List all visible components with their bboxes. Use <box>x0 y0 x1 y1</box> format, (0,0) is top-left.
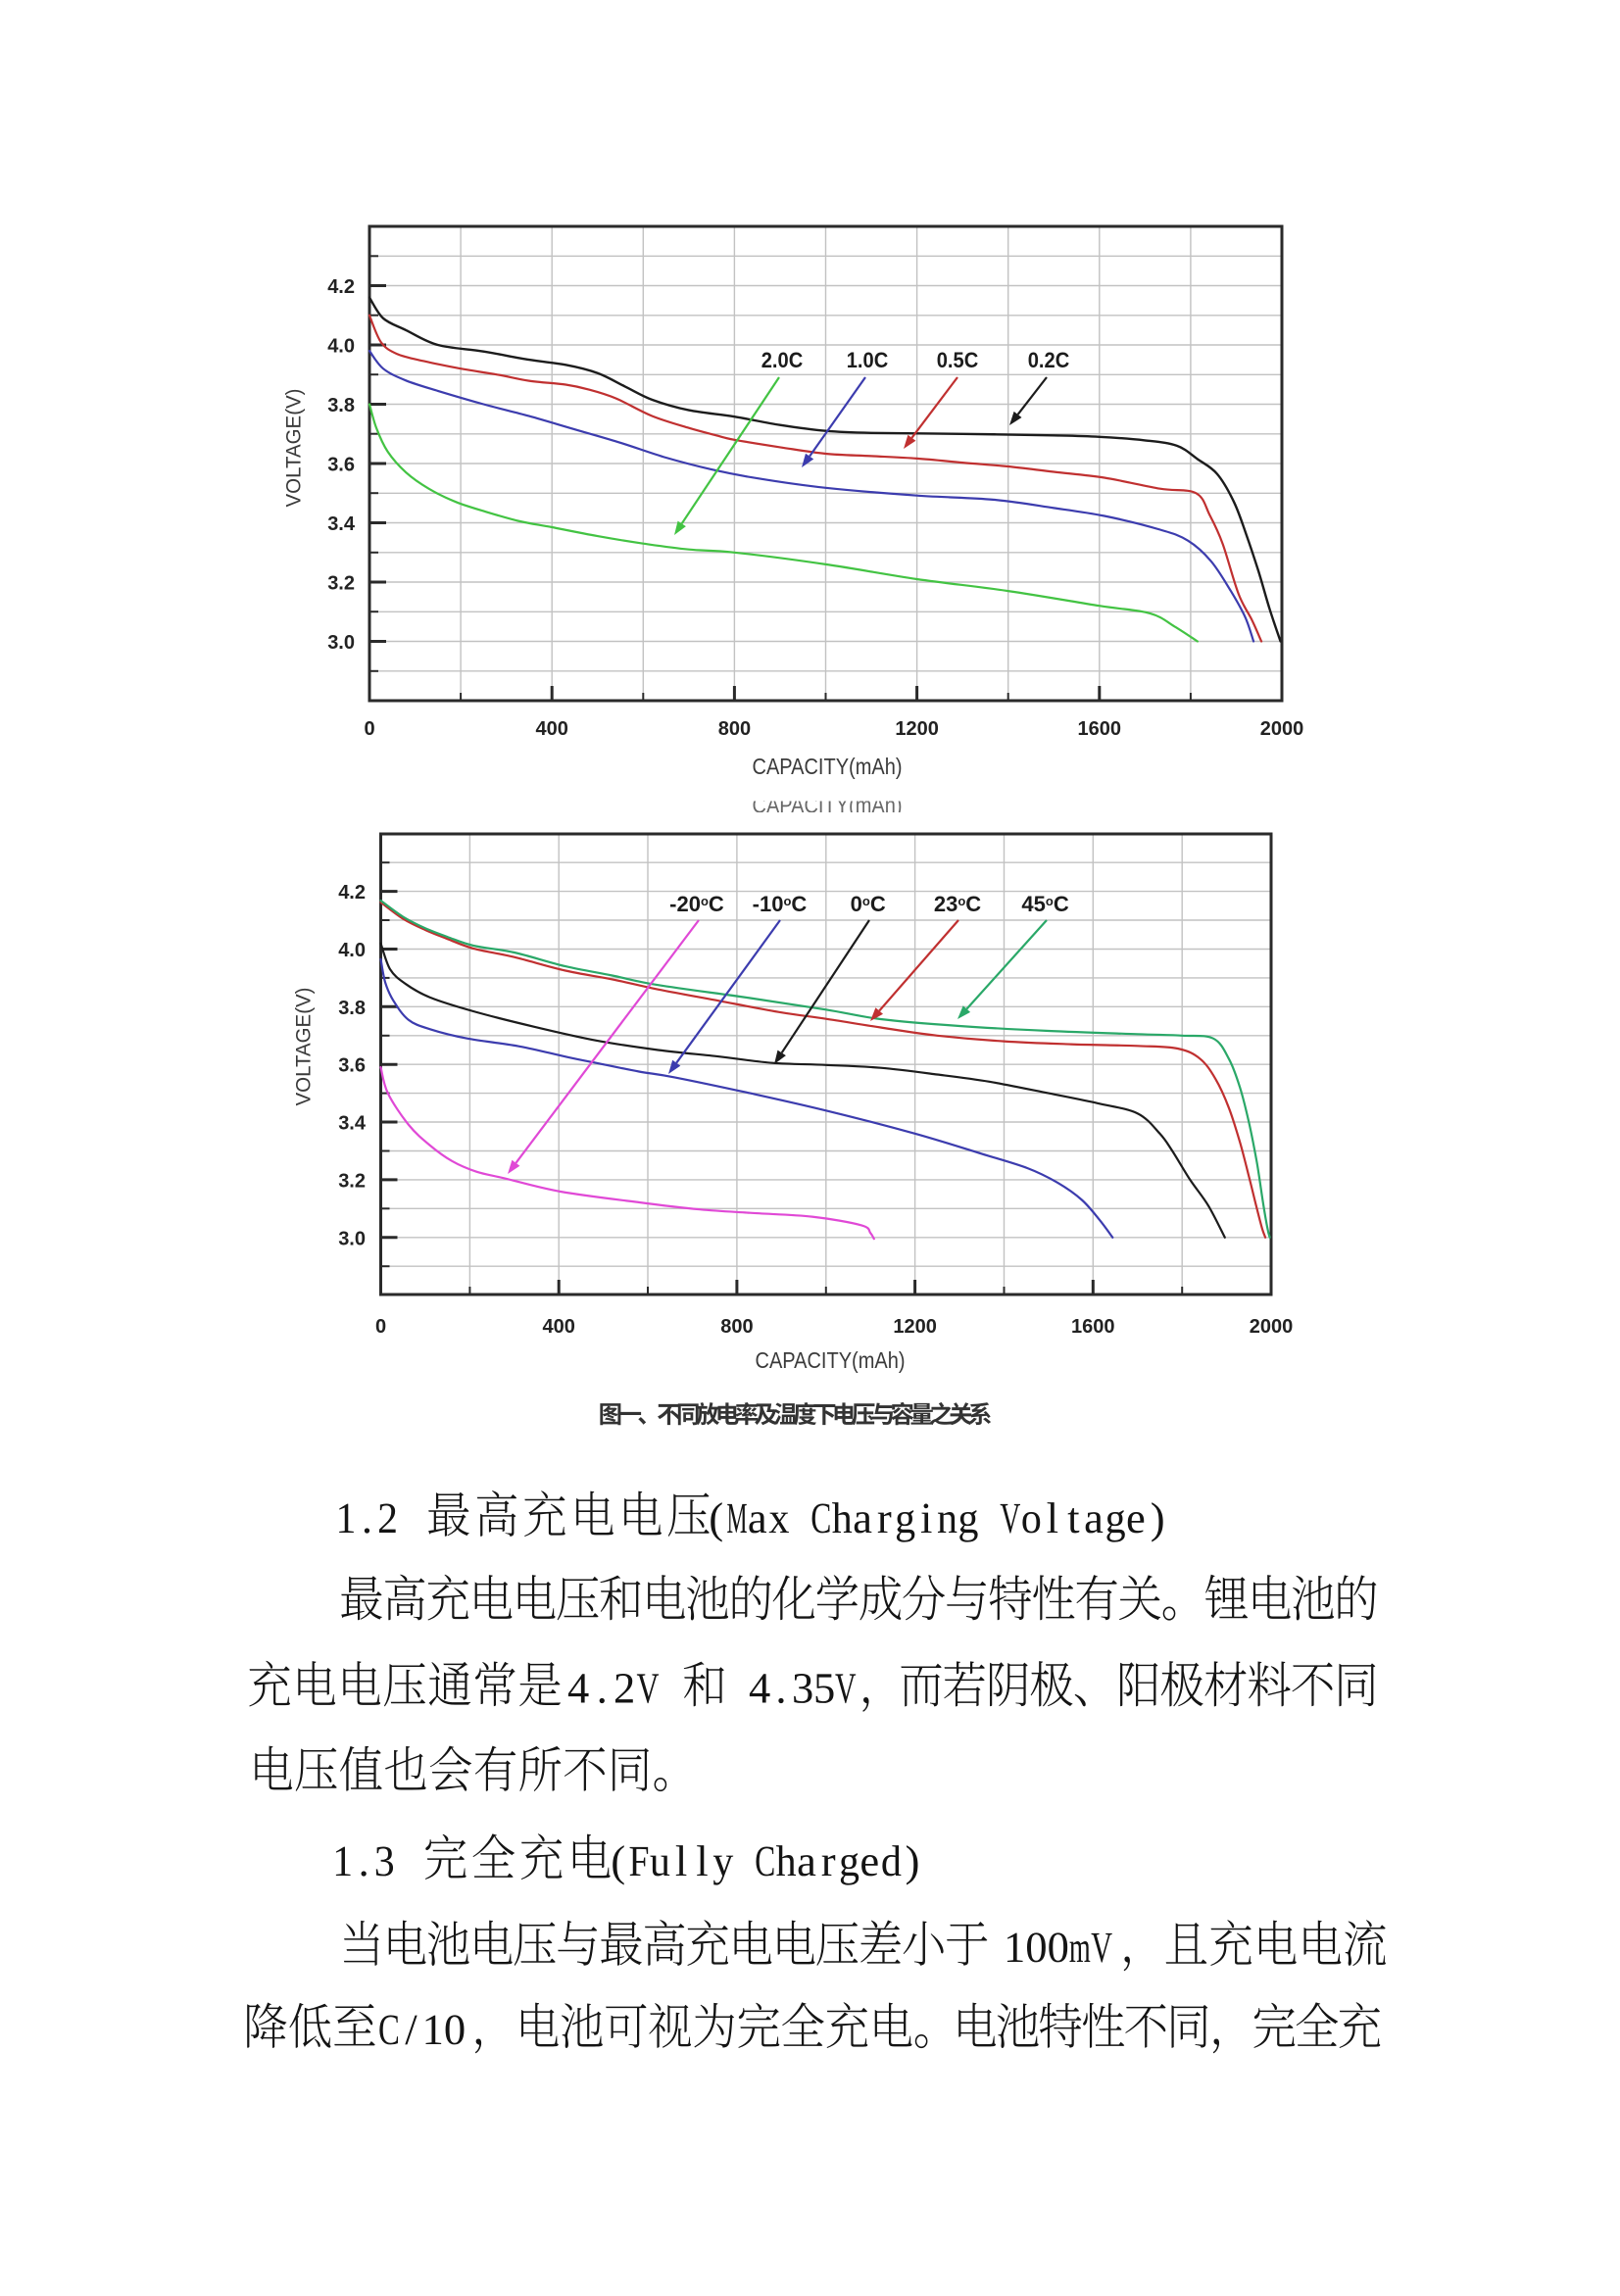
svg-text:CAPACITY(mAh): CAPACITY(mAh) <box>753 793 903 818</box>
svg-text:3.8: 3.8 <box>338 998 366 1019</box>
svg-text:CAPACITY(mAh): CAPACITY(mAh) <box>756 1347 906 1373</box>
svg-text:3.4: 3.4 <box>338 1113 367 1135</box>
svg-text:4.2: 4.2 <box>338 882 366 904</box>
svg-text:CAPACITY(mAh): CAPACITY(mAh) <box>753 754 903 779</box>
svg-text:-20oC: -20oC <box>669 892 724 916</box>
svg-text:VOLTAGE(V): VOLTAGE(V) <box>283 389 306 508</box>
svg-text:0oC: 0oC <box>851 892 886 916</box>
svg-text:1600: 1600 <box>1078 718 1122 740</box>
svg-text:45oC: 45oC <box>1021 892 1068 916</box>
svg-text:4.0: 4.0 <box>338 940 366 961</box>
svg-text:-10oC: -10oC <box>753 892 808 916</box>
svg-text:1600: 1600 <box>1071 1316 1115 1338</box>
svg-text:400: 400 <box>536 718 568 740</box>
svg-text:0.2C: 0.2C <box>1028 348 1070 372</box>
svg-text:3.8: 3.8 <box>327 395 355 416</box>
svg-text:2000: 2000 <box>1250 1316 1294 1338</box>
svg-text:2000: 2000 <box>1260 718 1304 740</box>
svg-text:800: 800 <box>720 1316 753 1338</box>
svg-text:3.6: 3.6 <box>327 455 355 476</box>
svg-text:23oC: 23oC <box>934 892 981 916</box>
svg-text:0: 0 <box>364 718 374 740</box>
svg-text:0: 0 <box>375 1316 386 1338</box>
svg-text:3.2: 3.2 <box>338 1170 366 1192</box>
svg-text:VOLTAGE(V): VOLTAGE(V) <box>293 988 316 1106</box>
svg-text:1200: 1200 <box>895 718 939 740</box>
svg-text:4.0: 4.0 <box>327 336 355 358</box>
svg-text:3.6: 3.6 <box>338 1055 366 1077</box>
svg-text:1.0C: 1.0C <box>847 348 889 372</box>
svg-text:3.0: 3.0 <box>338 1228 366 1249</box>
svg-text:3.0: 3.0 <box>327 632 355 654</box>
svg-text:3.4: 3.4 <box>327 513 356 535</box>
svg-text:1200: 1200 <box>893 1316 937 1338</box>
svg-text:0.5C: 0.5C <box>937 348 979 372</box>
svg-text:2.0C: 2.0C <box>761 348 804 372</box>
svg-text:4.2: 4.2 <box>327 276 355 298</box>
svg-text:3.2: 3.2 <box>327 573 355 595</box>
svg-text:400: 400 <box>543 1316 575 1338</box>
svg-text:800: 800 <box>718 718 751 740</box>
